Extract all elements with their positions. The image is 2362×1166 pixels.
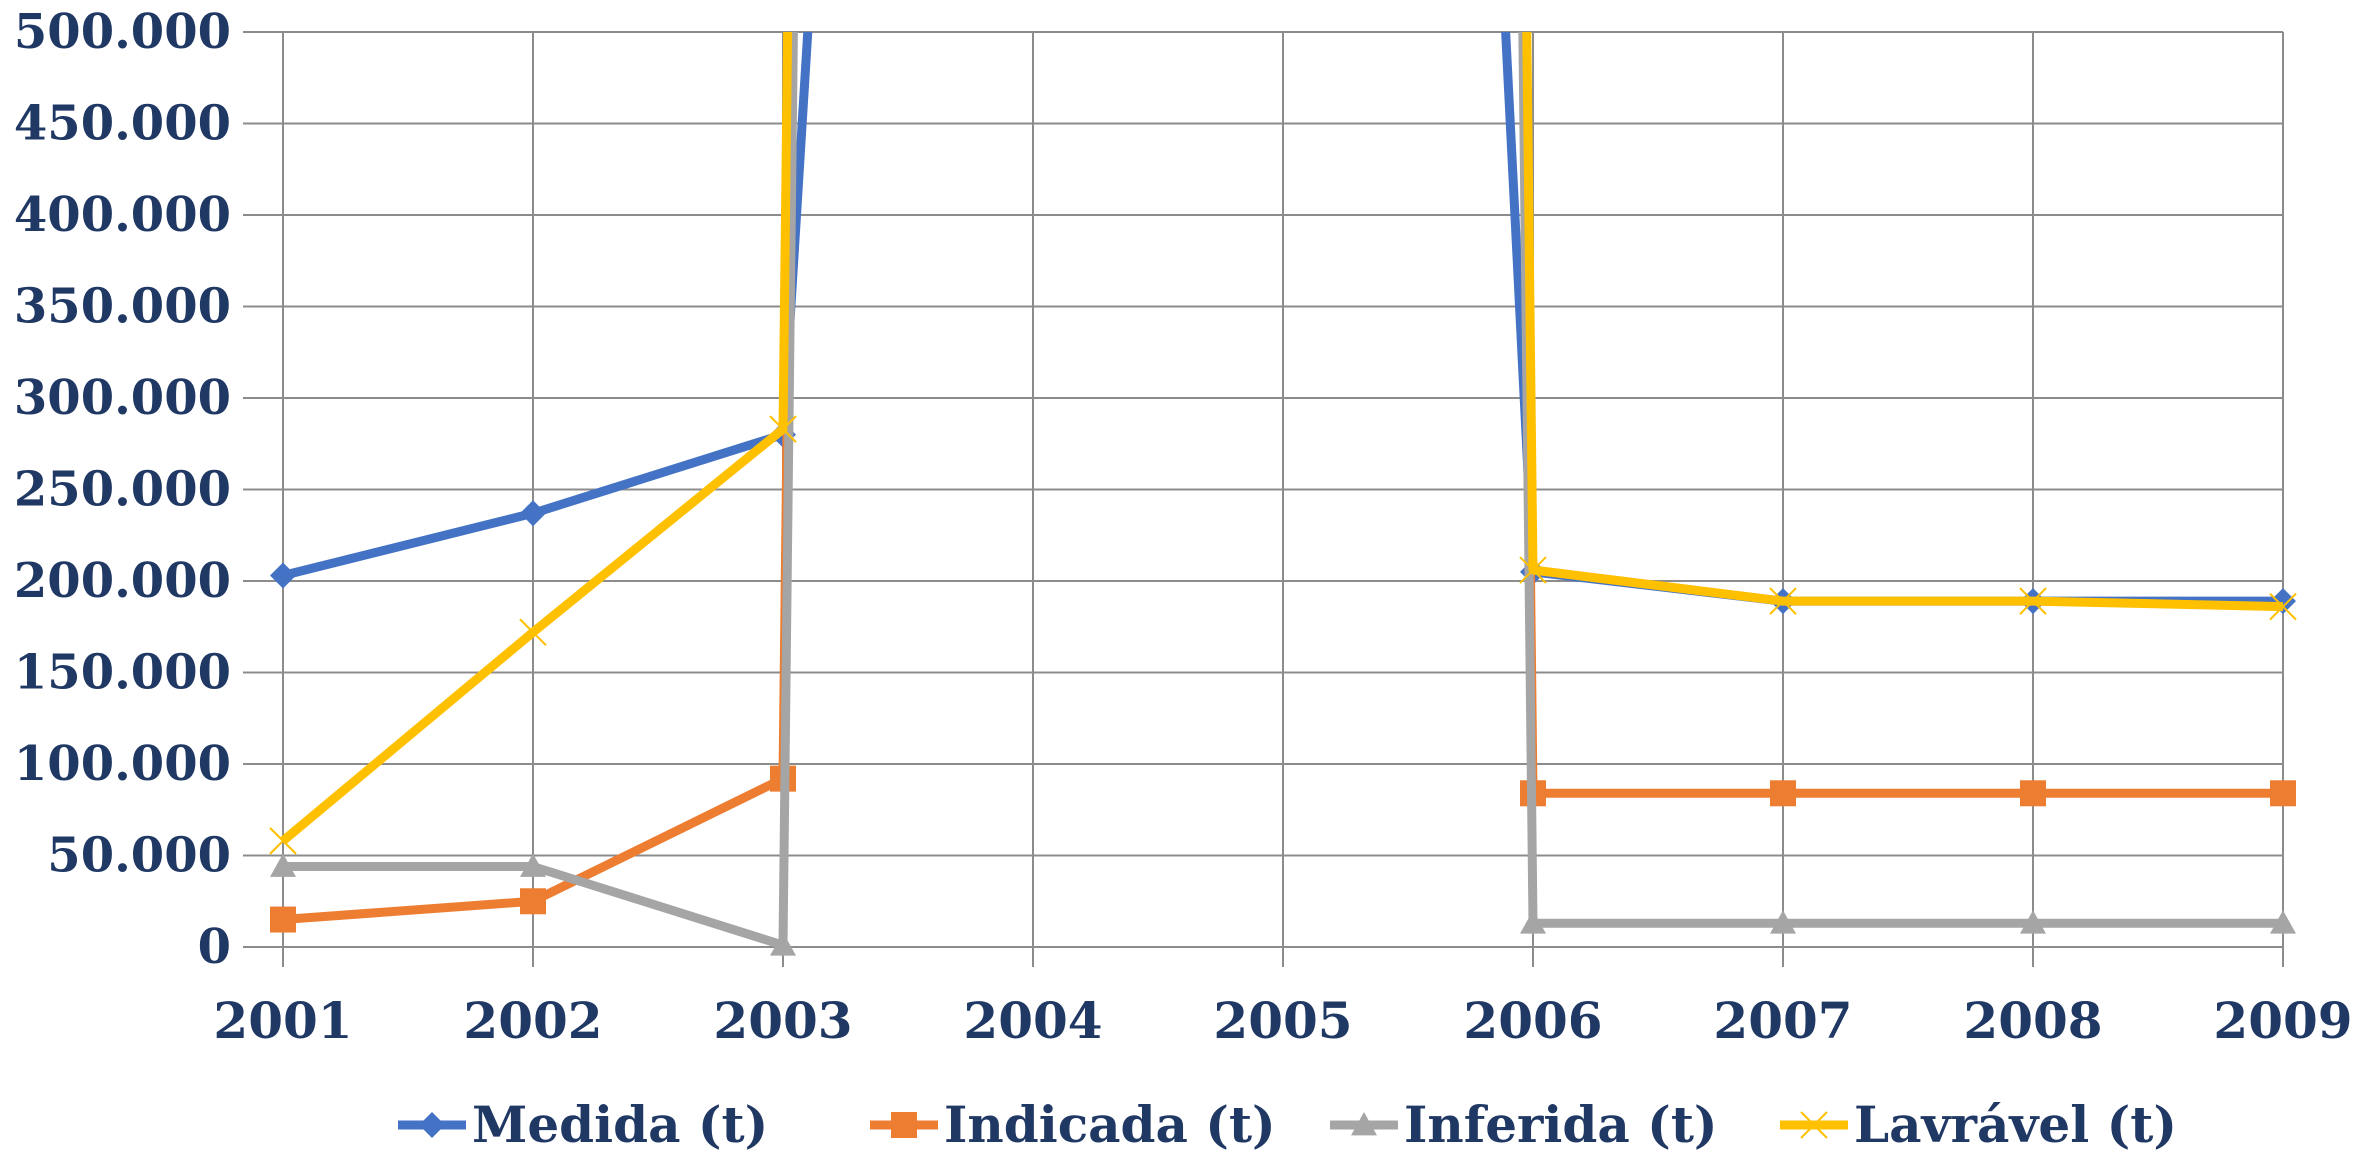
data-point-marker: [2270, 910, 2296, 934]
legend-item: Indicada (t): [870, 1095, 1276, 1154]
series-inferida: [270, 32, 2296, 956]
y-tick-label: 500.000: [14, 4, 231, 60]
data-point-marker: [519, 618, 547, 646]
legend: Medida (t) Indicada (t) Inferida (t) Lavráv…: [398, 1095, 2177, 1154]
legend-item: Lavrável (t): [1780, 1095, 2177, 1154]
data-point-marker: [520, 500, 546, 527]
y-tick-label: 450.000: [14, 96, 231, 152]
data-point-marker: [1519, 556, 1547, 584]
data-point-marker: [270, 906, 296, 933]
x-tick-label: 2009: [2213, 991, 2352, 1050]
series-lavrável: [269, 32, 2297, 855]
data-point-marker: [1800, 1111, 1828, 1139]
data-point-marker: [1769, 587, 1797, 615]
x-tick-label: 2004: [963, 991, 1102, 1050]
data-point-marker: [2269, 592, 2297, 621]
data-point-marker: [2020, 910, 2046, 934]
y-tick-label: 400.000: [14, 187, 231, 243]
x-tick-label: 2007: [1713, 991, 1852, 1050]
y-axis-ticks: 0 50.000 100.000 150.000 200.000 250.000 300.0…: [14, 4, 231, 975]
x-tick-label: 2003: [713, 991, 852, 1050]
y-tick-label: 200.000: [14, 553, 231, 609]
legend-label: Medida (t): [472, 1095, 768, 1154]
series-line: [282, 32, 2283, 925]
legend-label: Indicada (t): [944, 1095, 1276, 1154]
data-point-marker: [270, 853, 296, 877]
y-tick-label: 300.000: [14, 370, 231, 426]
y-tick-label: 250.000: [14, 462, 231, 518]
series-line: [283, 32, 2283, 950]
data-point-marker: [520, 853, 546, 877]
legend-item: Medida (t): [398, 1095, 768, 1154]
data-point-marker: [769, 415, 797, 443]
data-point-marker: [2020, 780, 2046, 807]
gridlines: [243, 31, 2284, 967]
y-tick-label: 100.000: [14, 736, 231, 792]
x-tick-label: 2002: [463, 991, 602, 1050]
data-point-marker: [520, 888, 546, 915]
legend-item: Inferida (t): [1330, 1095, 1718, 1154]
legend-label: Lavrável (t): [1854, 1095, 2177, 1154]
x-axis-ticks: 2001 2002 2003 2004 2005 2006 2007 2008 2009: [213, 991, 2352, 1050]
data-point-marker: [1770, 910, 1796, 934]
data-point-marker: [891, 1112, 917, 1138]
data-point-marker: [2270, 780, 2296, 807]
x-tick-label: 2006: [1463, 991, 1602, 1050]
data-point-marker: [770, 932, 796, 956]
y-tick-label: 150.000: [14, 645, 231, 701]
data-point-marker: [1351, 1112, 1377, 1136]
data-point-marker: [2019, 587, 2047, 615]
series-group: [269, 32, 2297, 956]
data-point-marker: [269, 827, 297, 855]
x-tick-label: 2005: [1213, 991, 1352, 1050]
y-tick-label: 50.000: [47, 828, 231, 884]
legend-label: Inferida (t): [1404, 1095, 1718, 1154]
data-point-marker: [419, 1112, 445, 1138]
series-line: [280, 32, 2284, 845]
data-point-marker: [1520, 910, 1546, 934]
y-tick-label: 350.000: [14, 279, 231, 335]
x-tick-label: 2008: [1963, 991, 2102, 1050]
data-point-marker: [270, 562, 296, 589]
data-point-marker: [1770, 780, 1796, 807]
x-tick-label: 2001: [213, 991, 352, 1050]
y-tick-label: 0: [198, 919, 231, 975]
